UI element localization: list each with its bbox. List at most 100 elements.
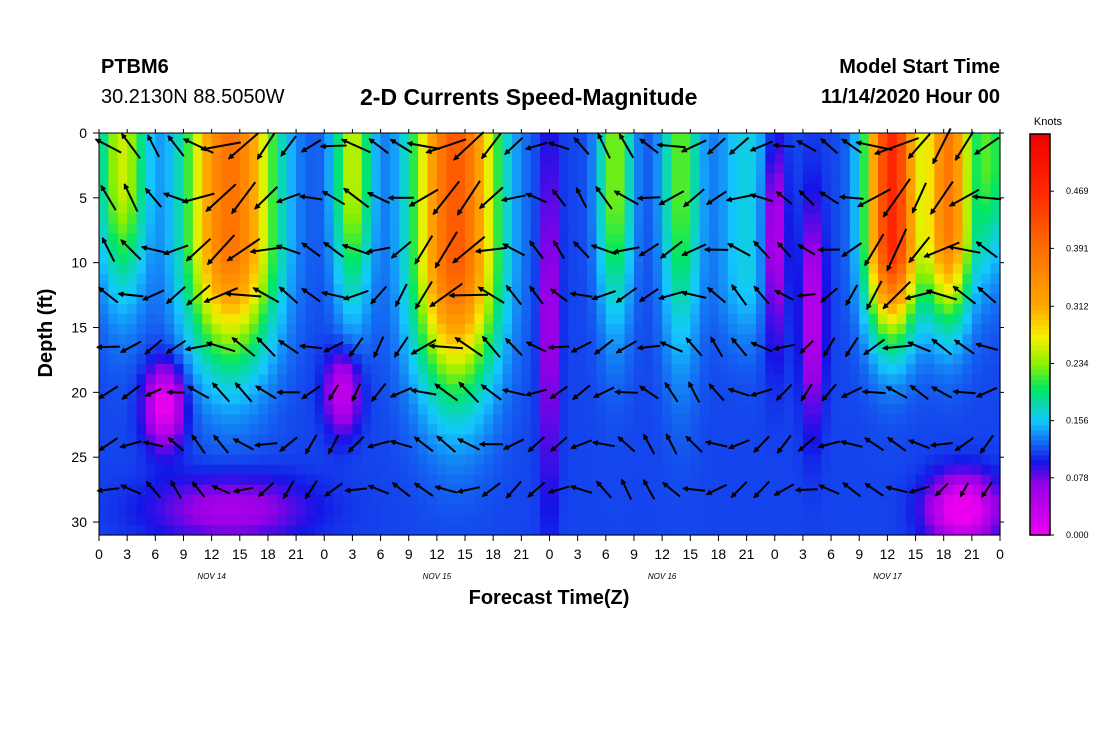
heatmap-cell [774,474,785,486]
heatmap-cell [211,203,222,214]
heatmap-cell [662,303,673,315]
heatmap-cell [427,524,438,536]
heatmap-cell [333,293,344,305]
current-vector-arrow [414,235,434,265]
heatmap-cell [371,303,382,315]
heatmap-cell [558,253,569,265]
heatmap-cell [183,243,194,255]
current-vector-arrow [341,243,371,256]
heatmap-cell [633,173,644,184]
heatmap-cell [314,133,325,144]
heatmap-cell [361,143,372,154]
heatmap-cell [915,323,926,335]
heatmap-cell [981,444,992,456]
heatmap-cell [436,394,447,405]
heatmap-cell [465,474,476,486]
current-vector-arrow [206,234,236,266]
heatmap-cell [934,263,945,275]
heatmap-cell [737,253,748,265]
heatmap-cell [174,323,185,335]
heatmap-cell [493,344,504,355]
heatmap-cell [671,464,682,476]
heatmap-cell [221,213,231,225]
heatmap-cell [699,183,710,194]
current-vector-arrow [141,289,165,301]
heatmap-cell [211,364,222,375]
heatmap-cell [192,263,203,275]
heatmap-cell [943,354,954,365]
heatmap-cell [690,354,701,365]
heatmap-cell [643,494,654,506]
heatmap-cell [465,514,476,526]
heatmap-cell [793,344,804,355]
colorbar-swatch [1030,504,1050,511]
heatmap-cell [230,253,241,265]
heatmap-cell [371,253,382,265]
heatmap-cell [793,153,804,164]
current-vector-arrow [101,237,116,263]
current-vector-arrow [840,386,863,399]
heatmap-cell [164,153,175,164]
heatmap-cell [652,504,663,516]
heatmap-cell [239,474,250,486]
heatmap-cell [727,253,738,265]
heatmap-cell [455,213,466,225]
colorbar-swatch [1030,229,1050,235]
heatmap-cell [549,384,560,395]
heatmap-cell [493,323,504,335]
heatmap-cell [924,203,935,214]
heatmap-cell [324,263,335,275]
heatmap-cell [915,454,926,466]
heatmap-cell [277,354,288,365]
current-vector-arrow [120,239,142,261]
heatmap-cell [286,243,297,255]
heatmap-cell [953,223,964,235]
heatmap-cell [108,273,119,285]
current-vector-arrow [575,187,588,209]
heatmap-cell [211,273,222,285]
heatmap-cell [127,283,138,295]
heatmap-cell [727,323,738,335]
heatmap-cell [164,143,175,154]
heatmap-cell [587,273,598,285]
current-vector-arrow [975,241,998,259]
heatmap-cell [802,233,813,245]
heatmap-cell [915,524,926,536]
heatmap-cell [699,394,710,405]
heatmap-cell [624,374,635,385]
heatmap-cell [709,263,720,275]
heatmap-cell [943,173,954,184]
heatmap-cell [568,494,579,506]
heatmap-cell [117,514,128,526]
heatmap-cell [784,223,795,235]
heatmap-cell [493,494,504,506]
heatmap-cell [906,293,917,305]
heatmap-cell [774,223,785,235]
heatmap-cell [145,494,156,506]
heatmap-cell [399,213,410,225]
heatmap-cell [633,404,644,415]
heatmap-cell [455,454,466,466]
heatmap-cell [352,293,363,305]
heatmap-cell [793,273,804,285]
heatmap-cell [127,313,138,325]
heatmap-cell [343,364,354,375]
heatmap-cell [718,414,729,426]
heatmap-cell [211,354,222,365]
heatmap-cell [99,163,109,174]
heatmap-cell [624,344,635,355]
heatmap-cell [596,203,607,214]
heatmap-cell [389,404,400,415]
heatmap-cell [436,404,447,415]
current-vector-arrow [680,290,707,299]
heatmap-cell [258,293,269,305]
heatmap-cell [465,303,476,315]
heatmap-cell [962,434,973,446]
heatmap-cell [737,384,748,395]
heatmap-cell [558,514,569,526]
heatmap-cell [924,394,935,405]
heatmap-cell [314,344,325,355]
heatmap-cell [802,474,813,486]
heatmap-cell [380,394,391,405]
heatmap-cell [380,424,391,436]
